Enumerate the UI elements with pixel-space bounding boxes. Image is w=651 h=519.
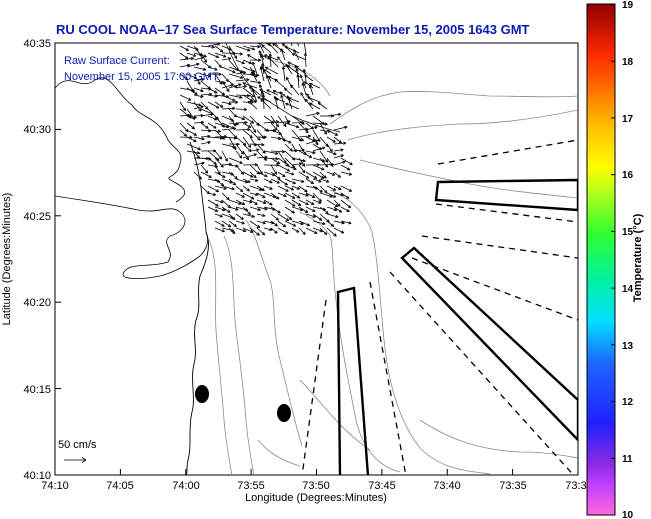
scale-arrow [64,457,87,463]
y-axis: 40:35 40:30 40:25 40:20 40:15 40:10 Lati… [1,38,61,482]
shipping-lanes [336,178,578,475]
cb-tick-13: 13 [622,341,634,352]
y-tick-0: 40:35 [23,38,51,50]
transect-lines [301,139,578,475]
plot-area [54,42,579,476]
y-tick-4: 40:15 [23,384,51,396]
cb-tick-16: 16 [622,170,634,181]
coastline-upper [55,77,208,280]
cb-tick-17: 17 [622,114,634,125]
x-tick-3: 73:55 [237,480,265,492]
surface-current-vectors [179,43,353,237]
cb-tick-14: 14 [622,284,634,295]
x-tick-5: 73:45 [368,480,396,492]
sandy-hook [189,141,207,233]
x-tick-4: 73:50 [302,480,330,492]
colorbar-label: Temperature (°C) [632,213,644,302]
cb-tick-18: 18 [622,57,634,68]
current-label: Raw Surface Current: [64,55,170,67]
y-tick-2: 40:25 [23,211,51,223]
x-tick-7: 73:35 [499,480,527,492]
map-title: RU COOL NOAA–17 Sea Surface Temperature:… [56,22,530,37]
colorbar: 19 18 17 16 15 14 13 12 11 10 Temperatur… [586,0,644,519]
x-tick-0: 74:10 [41,480,69,492]
cb-tick-19: 19 [622,0,634,11]
y-tick-5: 40:10 [23,470,51,482]
x-tick-2: 74:00 [172,480,200,492]
colorbar-gradient [586,3,616,516]
x-axis-label: Longitude (Degrees:Minutes) [245,492,387,504]
station-marker-1 [195,385,209,403]
x-axis: 74:10 74:05 74:00 73:55 73:50 73:45 73:4… [41,469,587,504]
y-tick-3: 40:20 [23,297,51,309]
cb-tick-12: 12 [622,397,634,408]
station-marker-2 [277,404,291,422]
y-tick-1: 40:30 [23,124,51,136]
x-tick-8: 73:3 [565,480,586,492]
y-axis-label: Latitude (Degrees:Minutes) [1,193,13,326]
coastline-nj [185,231,209,475]
x-tick-1: 74:05 [106,480,134,492]
cb-tick-15: 15 [622,227,634,238]
cb-tick-10: 10 [622,510,634,519]
current-time: November 15, 2005 17:00 GMT [64,71,219,83]
scale-label: 50 cm/s [58,439,97,451]
x-tick-6: 73:40 [433,480,461,492]
cb-tick-11: 11 [622,454,633,465]
